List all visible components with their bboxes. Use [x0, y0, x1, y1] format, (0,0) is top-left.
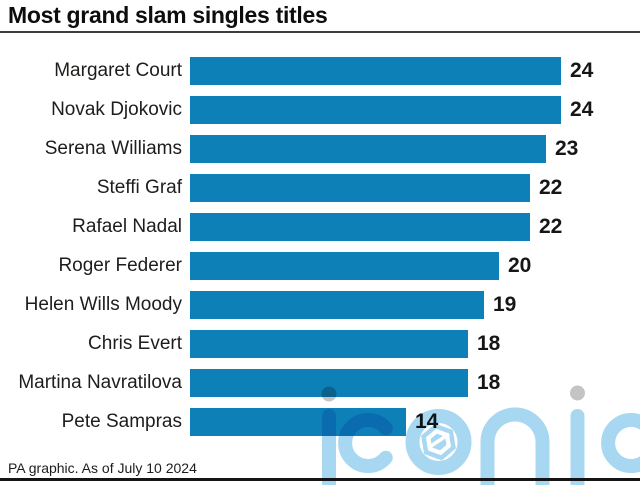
value-label: 24	[570, 59, 594, 82]
chart-row: Pete Sampras 14	[0, 408, 640, 436]
player-name-label: Novak Djokovic	[51, 99, 182, 120]
chart-row: Novak Djokovic 24	[0, 96, 640, 124]
bottom-divider	[0, 478, 640, 481]
chart-row: Rafael Nadal 22	[0, 213, 640, 241]
value-bar	[190, 369, 468, 397]
player-name-label: Martina Navratilova	[18, 372, 182, 393]
value-bar	[190, 213, 530, 241]
player-name-label: Roger Federer	[58, 255, 182, 276]
value-label: 20	[508, 254, 532, 277]
value-bar	[190, 408, 406, 436]
value-label: 18	[477, 371, 501, 394]
chart-row: Margaret Court 24	[0, 57, 640, 85]
value-label: 19	[493, 293, 517, 316]
value-bar	[190, 291, 484, 319]
value-bar	[190, 252, 499, 280]
value-label: 18	[477, 332, 501, 355]
source-note: PA graphic. As of July 10 2024	[8, 460, 197, 476]
value-bar	[190, 174, 530, 202]
value-bar	[190, 330, 468, 358]
player-name-label: Helen Wills Moody	[24, 294, 182, 315]
chart-row: Helen Wills Moody 19	[0, 291, 640, 319]
value-label: 24	[570, 98, 594, 121]
chart-row: Martina Navratilova 18	[0, 369, 640, 397]
page-title: Most grand slam singles titles	[8, 2, 328, 28]
value-bar	[190, 135, 546, 163]
chart-row: Serena Williams 23	[0, 135, 640, 163]
value-label: 22	[539, 176, 563, 199]
player-name-label: Chris Evert	[88, 333, 182, 354]
value-label: 23	[555, 137, 579, 160]
value-bar	[190, 57, 561, 85]
value-bar	[190, 96, 561, 124]
title-divider	[0, 31, 640, 33]
player-name-label: Steffi Graf	[96, 177, 182, 198]
chart-row: Steffi Graf 22	[0, 174, 640, 202]
value-label: 22	[539, 215, 563, 238]
player-name-label: Pete Sampras	[61, 411, 182, 432]
value-label: 14	[415, 410, 439, 433]
player-name-label: Margaret Court	[54, 60, 182, 81]
player-name-label: Rafael Nadal	[72, 216, 182, 237]
chart-row: Roger Federer 20	[0, 252, 640, 280]
chart-row: Chris Evert 18	[0, 330, 640, 358]
player-name-label: Serena Williams	[44, 138, 182, 159]
